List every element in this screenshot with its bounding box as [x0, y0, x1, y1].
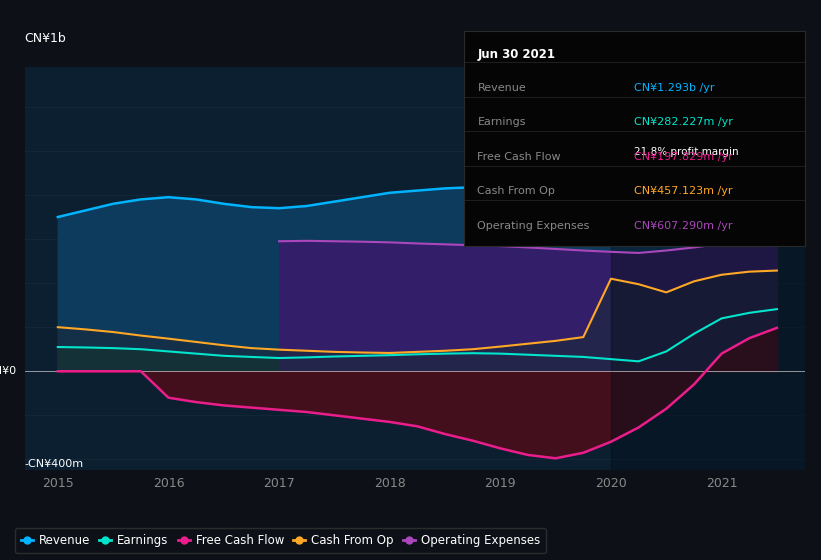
Text: Operating Expenses: Operating Expenses — [478, 221, 589, 231]
Text: Free Cash Flow: Free Cash Flow — [478, 152, 561, 161]
Text: CN¥197.829m /yr: CN¥197.829m /yr — [635, 152, 733, 161]
Legend: Revenue, Earnings, Free Cash Flow, Cash From Op, Operating Expenses: Revenue, Earnings, Free Cash Flow, Cash … — [15, 529, 546, 553]
Text: -CN¥400m: -CN¥400m — [25, 459, 84, 469]
Text: Earnings: Earnings — [478, 117, 526, 127]
Text: Revenue: Revenue — [478, 82, 526, 92]
Text: Cash From Op: Cash From Op — [478, 186, 555, 196]
Text: CN¥0: CN¥0 — [0, 366, 16, 376]
Text: CN¥1b: CN¥1b — [25, 32, 67, 45]
Text: Jun 30 2021: Jun 30 2021 — [478, 48, 556, 61]
Text: CN¥1.293b /yr: CN¥1.293b /yr — [635, 82, 715, 92]
Text: CN¥607.290m /yr: CN¥607.290m /yr — [635, 221, 732, 231]
Text: CN¥457.123m /yr: CN¥457.123m /yr — [635, 186, 732, 196]
Text: CN¥282.227m /yr: CN¥282.227m /yr — [635, 117, 733, 127]
Bar — [611, 67, 805, 470]
Text: 21.8% profit margin: 21.8% profit margin — [635, 147, 739, 157]
